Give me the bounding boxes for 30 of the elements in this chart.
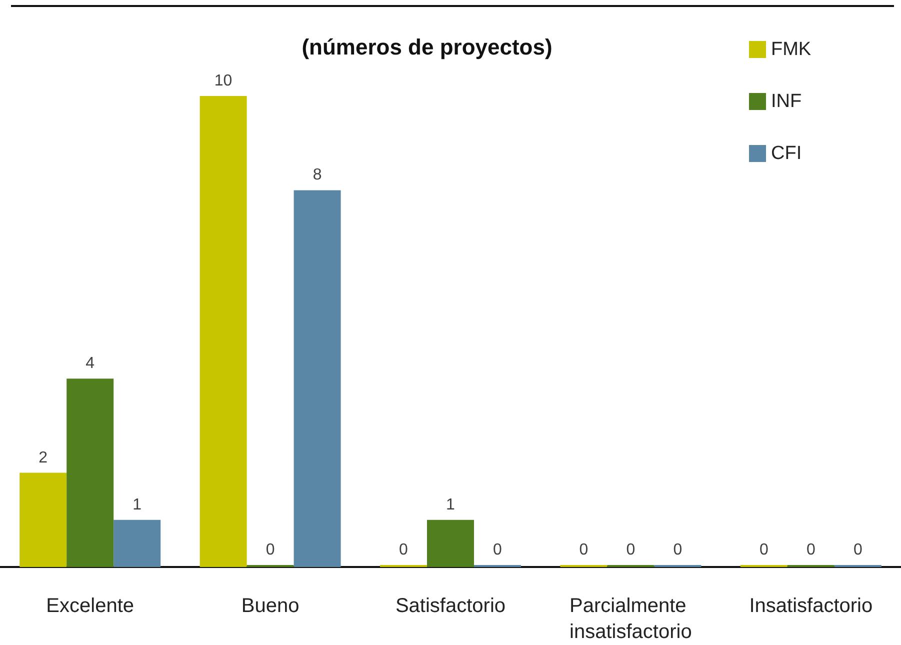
- data-label: 0: [673, 542, 682, 558]
- data-label: 10: [214, 72, 232, 90]
- data-label: 1: [446, 496, 456, 514]
- data-label: 0: [626, 542, 636, 558]
- x-tick-label: Parcialmente insatisfactorio: [570, 595, 692, 643]
- bar: [66, 378, 114, 567]
- data-label: 0: [399, 542, 408, 558]
- data-label: 0: [579, 542, 588, 558]
- bar: [294, 190, 341, 567]
- bar: [114, 520, 161, 567]
- x-tick-label: Excelente: [46, 595, 134, 617]
- data-label: 0: [806, 542, 816, 558]
- data-label: 1: [132, 496, 142, 514]
- bar: [20, 472, 67, 567]
- data-label: 0: [853, 542, 862, 558]
- x-tick-label: Insatisfactorio: [749, 595, 873, 617]
- bar: [200, 96, 247, 567]
- legend-label: FMK: [771, 39, 812, 60]
- data-label: 0: [759, 542, 768, 558]
- chart-title: (números de proyectos): [302, 34, 552, 60]
- data-label: 2: [38, 449, 48, 466]
- data-label: 4: [86, 355, 95, 372]
- legend-label: CFI: [771, 143, 802, 164]
- data-label: 0: [493, 542, 502, 558]
- x-tick-label: Satisfactorio: [395, 595, 506, 617]
- legend-label: INF: [771, 91, 802, 112]
- x-tick-label: Bueno: [241, 595, 300, 617]
- bar: [427, 520, 474, 567]
- data-label: 8: [312, 166, 322, 184]
- data-label: 0: [266, 542, 275, 558]
